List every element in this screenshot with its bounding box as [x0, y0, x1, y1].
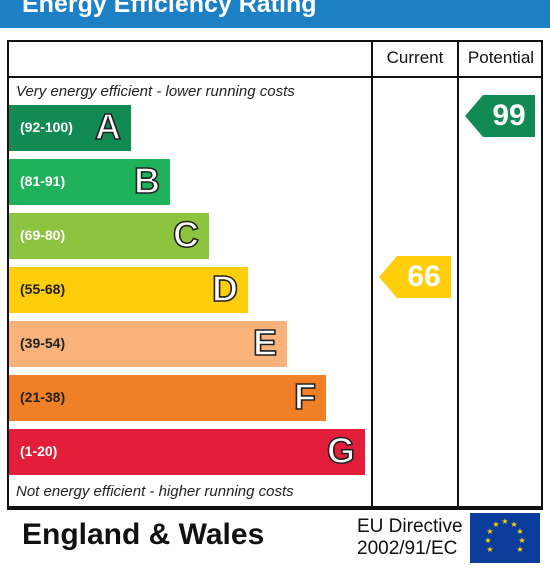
band-f: (21-38) F — [9, 375, 326, 421]
band-a: (92-100) A — [9, 105, 131, 151]
current-rating-arrow — [379, 256, 397, 298]
header-bar: Energy Efficiency Rating — [0, 0, 550, 28]
svg-text:★: ★ — [510, 520, 517, 529]
potential-rating-arrow — [465, 95, 483, 137]
eu-flag-icon: ★ ★ ★ ★ ★ ★ ★ ★ ★ — [470, 513, 540, 563]
svg-text:★: ★ — [492, 520, 499, 529]
band-range: (92-100) — [20, 119, 73, 135]
band-letter: D — [211, 268, 239, 310]
band-letter: C — [172, 214, 200, 256]
current-column-header: Current — [386, 48, 444, 67]
svg-text:★: ★ — [518, 536, 525, 545]
svg-text:★: ★ — [516, 527, 523, 536]
page-title: Energy Efficiency Rating — [22, 0, 317, 18]
potential-column-header: Potential — [467, 48, 535, 67]
band-letter: G — [326, 430, 356, 472]
potential-rating-marker: 99 — [465, 95, 535, 137]
band-letter: B — [133, 160, 161, 202]
band-range: (39-54) — [20, 335, 66, 351]
band-range: (69-80) — [20, 227, 66, 243]
current-column-divider — [371, 40, 373, 508]
current-rating-value: 66 — [397, 256, 451, 298]
band-b: (81-91) B — [9, 159, 170, 205]
svg-text:★: ★ — [486, 527, 493, 536]
band-letter: F — [293, 376, 317, 418]
eu-directive-text: EU Directive 2002/91/EC — [357, 516, 463, 560]
band-g: (1-20) G — [9, 429, 365, 475]
svg-text:★: ★ — [484, 536, 491, 545]
potential-column-divider — [457, 40, 459, 508]
band-range: (81-91) — [20, 173, 66, 189]
header-row-divider — [7, 76, 543, 78]
band-letter: A — [94, 106, 122, 148]
potential-rating-value: 99 — [483, 95, 535, 137]
footer-divider — [7, 508, 543, 510]
eu-stars-icon: ★ ★ ★ ★ ★ ★ ★ ★ ★ — [484, 517, 525, 554]
band-d: (55-68) D — [9, 267, 248, 313]
svg-text:★: ★ — [501, 517, 508, 526]
bottom-efficiency-label: Not energy efficient - higher running co… — [16, 483, 294, 500]
directive-line-1: EU Directive — [357, 516, 463, 537]
top-efficiency-label: Very energy efficient - lower running co… — [16, 83, 295, 100]
rating-table — [7, 40, 543, 508]
directive-line-2: 2002/91/EC — [357, 538, 458, 559]
band-c: (69-80) C — [9, 213, 209, 259]
band-range: (55-68) — [20, 281, 66, 297]
band-letter: E — [252, 322, 278, 364]
band-e: (39-54) E — [9, 321, 287, 367]
current-rating-marker: 66 — [379, 256, 451, 298]
region-label: England & Wales — [22, 518, 265, 551]
band-range: (21-38) — [20, 389, 66, 405]
band-range: (1-20) — [20, 443, 58, 459]
